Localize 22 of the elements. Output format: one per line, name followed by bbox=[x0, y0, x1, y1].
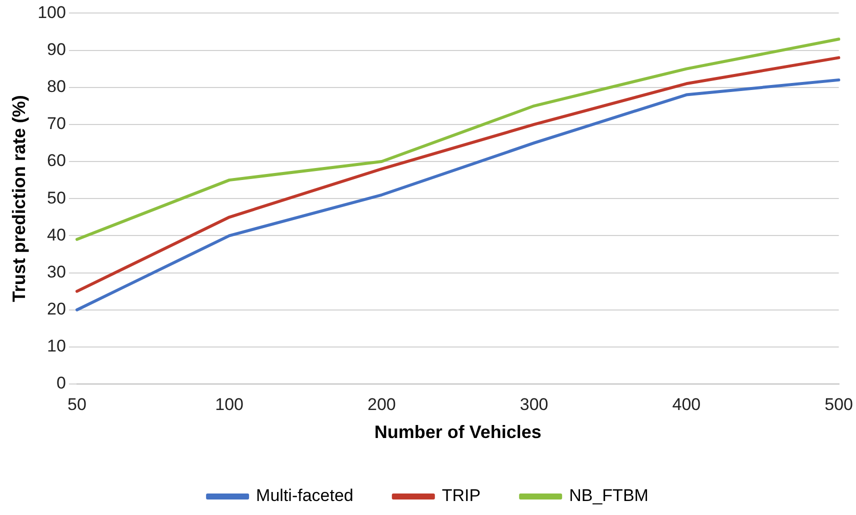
y-tick-label: 100 bbox=[38, 2, 66, 22]
x-tick-label: 200 bbox=[368, 394, 396, 414]
y-tick-label: 30 bbox=[47, 262, 66, 282]
x-tick-label: 100 bbox=[215, 394, 244, 414]
y-tick-label: 70 bbox=[47, 114, 66, 134]
y-tick-label: 20 bbox=[47, 300, 66, 319]
x-tick-label: 50 bbox=[68, 394, 86, 414]
y-tick-label: 60 bbox=[47, 151, 66, 170]
legend-label: NB_FTBM bbox=[569, 486, 648, 506]
y-tick-label: 50 bbox=[47, 188, 66, 208]
y-tick-label: 90 bbox=[47, 40, 66, 59]
legend-label: Multi-faceted bbox=[256, 486, 354, 506]
x-tick-label: 500 bbox=[824, 394, 854, 414]
x-tick-label: 400 bbox=[672, 394, 701, 414]
x-tick-label: 300 bbox=[520, 394, 548, 414]
y-tick-label: 0 bbox=[56, 374, 66, 393]
legend-label: TRIP bbox=[442, 486, 481, 506]
y-tick-label: 40 bbox=[47, 225, 66, 244]
y-tick-label: 80 bbox=[47, 77, 66, 96]
y-axis-title: Trust prediction rate (%) bbox=[8, 95, 29, 302]
y-tick-label: 10 bbox=[47, 336, 66, 356]
x-axis-title: Number of Vehicles bbox=[374, 422, 542, 442]
